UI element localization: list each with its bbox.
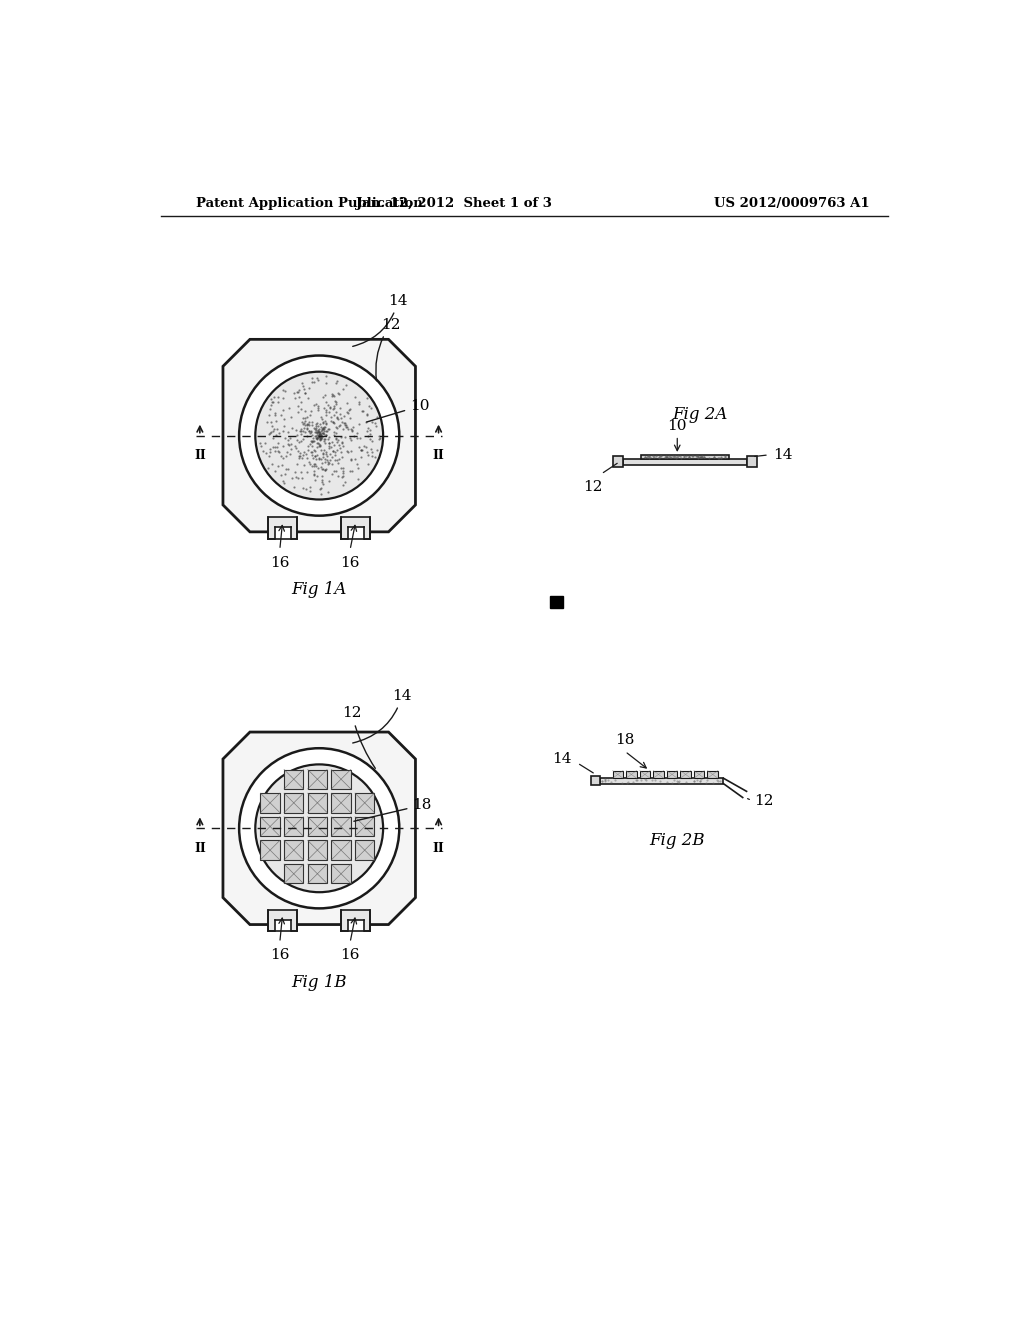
Bar bbox=[268, 517, 297, 539]
Bar bbox=[284, 841, 303, 859]
Bar bbox=[355, 841, 375, 859]
Ellipse shape bbox=[255, 764, 383, 892]
Text: 14: 14 bbox=[552, 752, 571, 766]
Text: 12: 12 bbox=[755, 795, 774, 808]
Bar bbox=[600, 779, 724, 784]
Text: 14: 14 bbox=[352, 689, 412, 743]
Bar bbox=[746, 457, 758, 467]
Text: Jan. 12, 2012  Sheet 1 of 3: Jan. 12, 2012 Sheet 1 of 3 bbox=[356, 197, 552, 210]
Text: 12: 12 bbox=[584, 480, 603, 494]
Bar bbox=[284, 770, 303, 789]
Bar bbox=[612, 771, 623, 779]
Text: 16: 16 bbox=[340, 948, 359, 962]
Text: II: II bbox=[194, 842, 206, 855]
Polygon shape bbox=[223, 733, 416, 924]
Bar bbox=[307, 841, 327, 859]
Bar bbox=[708, 771, 718, 779]
Text: 18: 18 bbox=[354, 799, 432, 821]
Bar bbox=[260, 793, 280, 813]
Text: II: II bbox=[433, 449, 444, 462]
Text: II: II bbox=[194, 449, 206, 462]
Bar bbox=[284, 793, 303, 813]
Bar bbox=[332, 841, 351, 859]
Text: 16: 16 bbox=[270, 948, 290, 962]
Text: 14: 14 bbox=[773, 447, 793, 462]
Bar bbox=[260, 817, 280, 836]
Text: Fig 1B: Fig 1B bbox=[292, 974, 347, 990]
Polygon shape bbox=[223, 339, 416, 532]
Bar bbox=[591, 776, 600, 785]
Text: 16: 16 bbox=[270, 556, 290, 569]
Bar bbox=[284, 865, 303, 883]
Bar bbox=[640, 771, 650, 779]
Bar bbox=[653, 771, 664, 779]
Ellipse shape bbox=[255, 372, 383, 499]
Bar bbox=[612, 457, 624, 467]
Bar bbox=[624, 459, 746, 465]
Bar bbox=[307, 770, 327, 789]
Bar bbox=[307, 817, 327, 836]
Text: Fig 2B: Fig 2B bbox=[649, 832, 706, 849]
Bar bbox=[341, 517, 371, 539]
Ellipse shape bbox=[240, 355, 399, 516]
Text: 10: 10 bbox=[367, 399, 430, 422]
Bar bbox=[355, 817, 375, 836]
Bar bbox=[667, 771, 677, 779]
Bar bbox=[268, 909, 297, 932]
Text: Fig 2A: Fig 2A bbox=[673, 407, 728, 424]
Text: 18: 18 bbox=[615, 734, 635, 747]
Bar bbox=[332, 865, 351, 883]
Bar bbox=[274, 920, 291, 933]
Bar bbox=[355, 793, 375, 813]
Bar bbox=[641, 455, 729, 459]
Bar bbox=[260, 841, 280, 859]
Text: US 2012/0009763 A1: US 2012/0009763 A1 bbox=[714, 197, 869, 210]
Bar bbox=[332, 817, 351, 836]
Bar bbox=[348, 527, 364, 540]
Bar bbox=[341, 909, 371, 932]
Text: Patent Application Publication: Patent Application Publication bbox=[196, 197, 423, 210]
Bar bbox=[348, 920, 364, 933]
Bar bbox=[626, 771, 637, 779]
Text: 10: 10 bbox=[668, 420, 687, 433]
Bar bbox=[332, 770, 351, 789]
Ellipse shape bbox=[240, 748, 399, 908]
Text: Fig 1A: Fig 1A bbox=[292, 581, 347, 598]
Text: 16: 16 bbox=[340, 556, 359, 569]
Text: 14: 14 bbox=[352, 294, 408, 346]
Bar bbox=[274, 527, 291, 540]
Bar bbox=[332, 793, 351, 813]
Bar bbox=[680, 771, 691, 779]
Bar bbox=[694, 771, 705, 779]
Bar bbox=[550, 595, 562, 609]
Text: 12: 12 bbox=[376, 318, 400, 380]
Bar bbox=[284, 817, 303, 836]
Text: II: II bbox=[433, 842, 444, 855]
Bar bbox=[307, 793, 327, 813]
Text: 12: 12 bbox=[342, 706, 376, 768]
Bar bbox=[307, 865, 327, 883]
